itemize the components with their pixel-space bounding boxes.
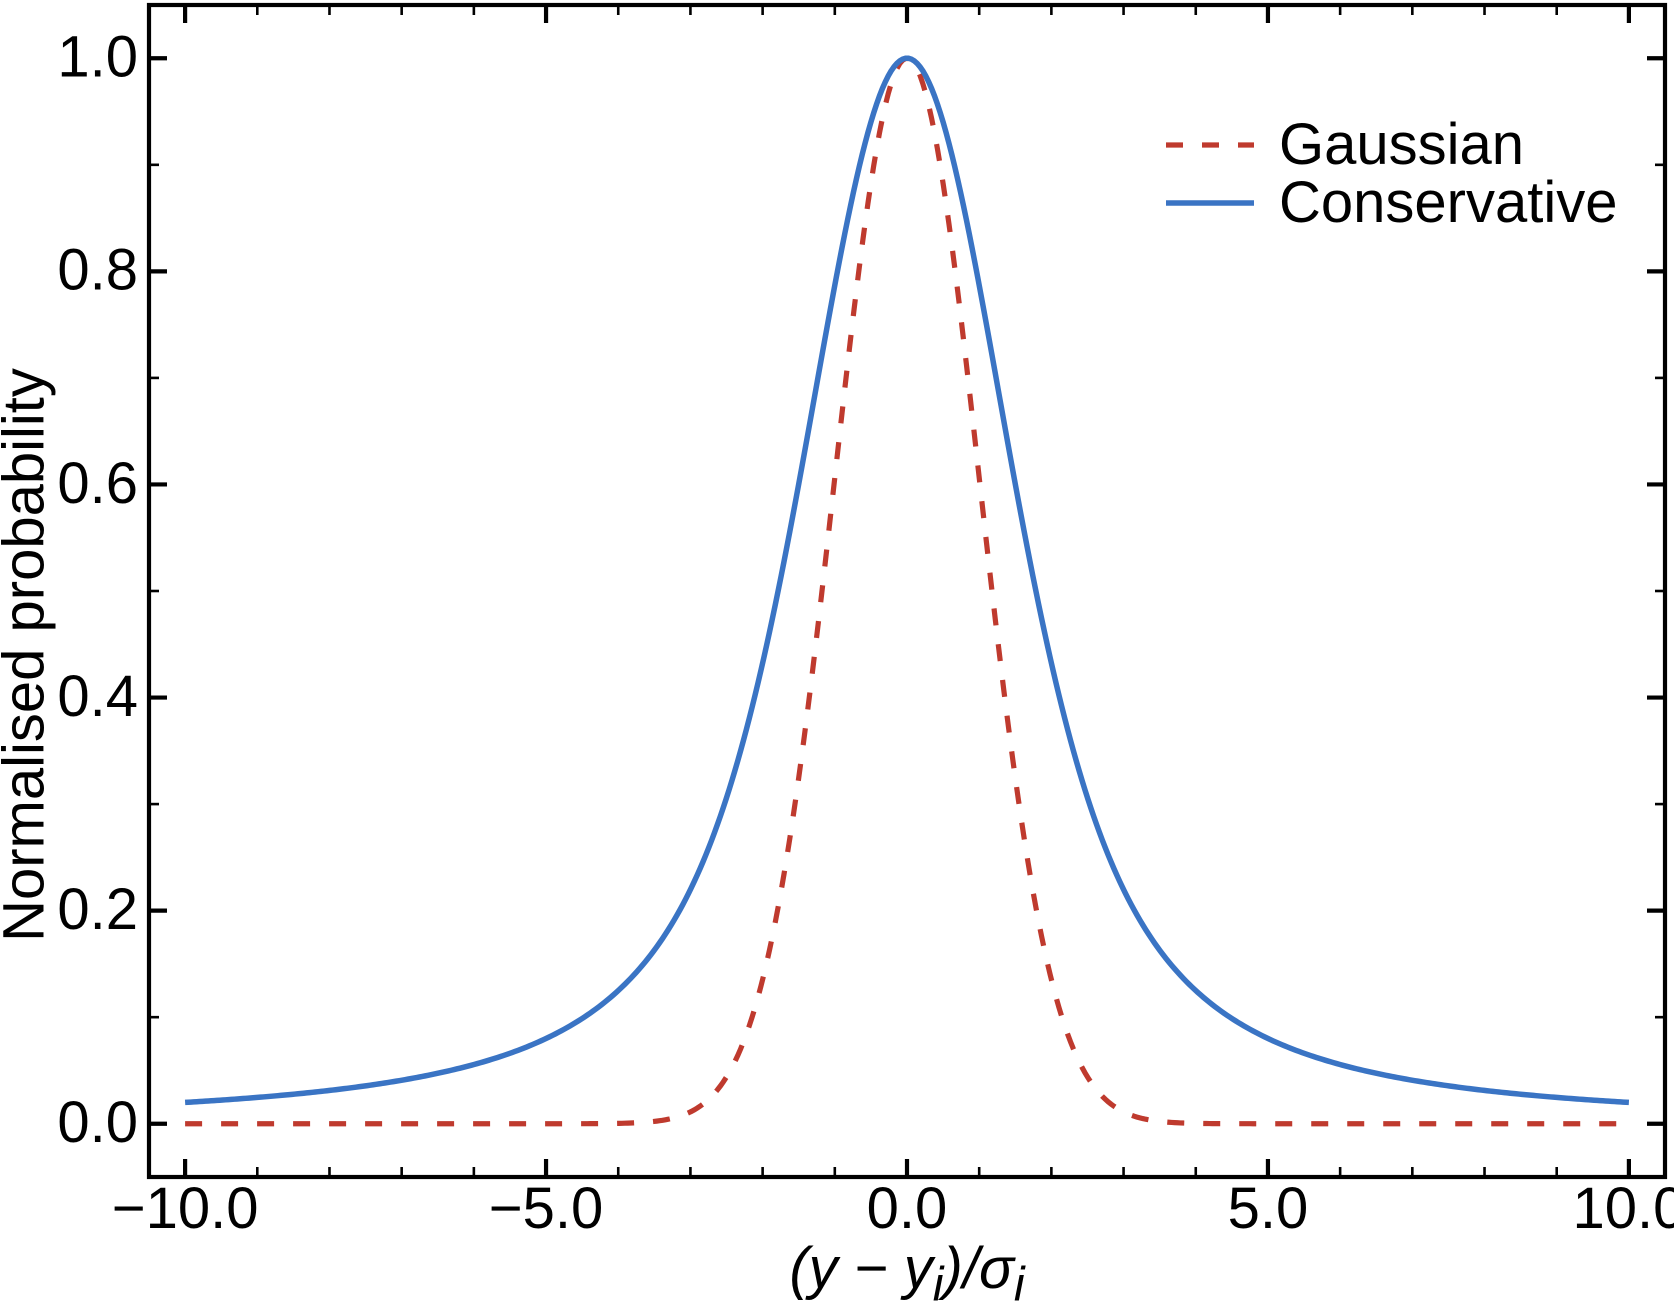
svg-text:0.2: 0.2 — [57, 877, 138, 942]
svg-text:5.0: 5.0 — [1228, 1176, 1309, 1241]
svg-text:0.8: 0.8 — [57, 238, 138, 303]
svg-text:−10.0: −10.0 — [112, 1176, 259, 1241]
svg-text:0.4: 0.4 — [57, 664, 138, 729]
svg-text:0.0: 0.0 — [57, 1090, 138, 1155]
svg-text:10.0: 10.0 — [1572, 1176, 1674, 1241]
svg-text:0.6: 0.6 — [57, 451, 138, 516]
svg-text:1.0: 1.0 — [57, 25, 138, 90]
svg-text:0.0: 0.0 — [867, 1176, 948, 1241]
svg-text:−5.0: −5.0 — [489, 1176, 604, 1241]
